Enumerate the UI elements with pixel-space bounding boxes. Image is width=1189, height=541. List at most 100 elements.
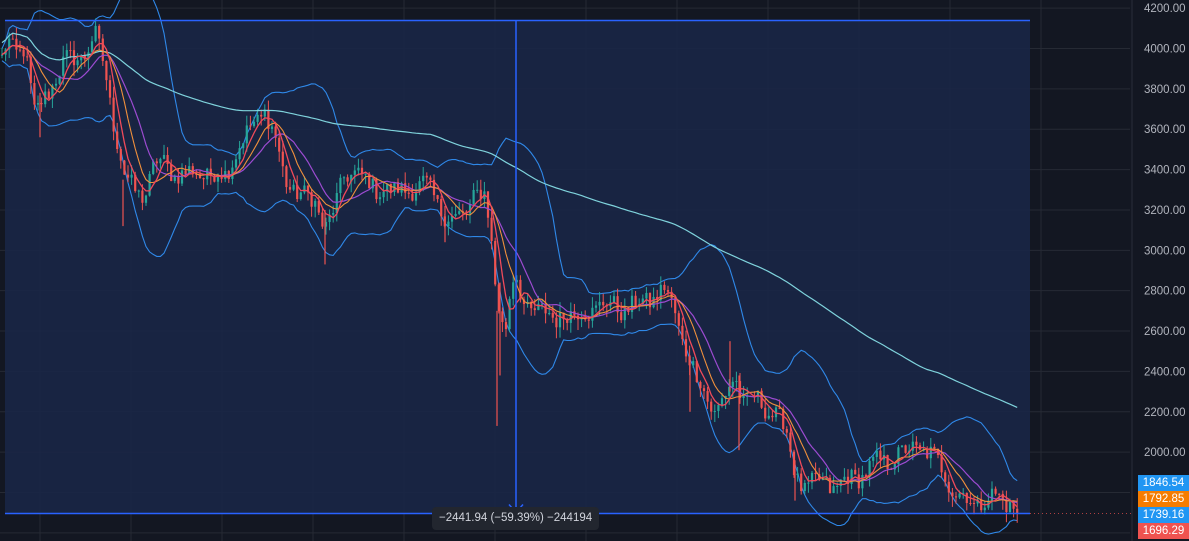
candle-body (807, 482, 810, 484)
candle-body (630, 295, 634, 313)
candle-body (278, 137, 281, 152)
candle-body (684, 339, 688, 357)
candle-body (929, 446, 932, 459)
candle-body (108, 80, 112, 98)
candle-body (339, 177, 342, 194)
candle-body (54, 83, 58, 86)
candle-body (400, 183, 403, 193)
candle-body (479, 189, 482, 200)
candle-body (850, 469, 853, 484)
candle-body (429, 177, 432, 180)
price-tag-last-price: 1696.29 (1138, 523, 1189, 540)
candle-body (1005, 499, 1008, 512)
candle-body (983, 507, 986, 511)
upper-band-line (1, 0, 1018, 482)
candle-body (306, 185, 310, 193)
candle-body (504, 322, 508, 330)
y-tick-label: 3800.00 (1144, 84, 1186, 96)
candle-body (116, 131, 119, 150)
candle-body (497, 284, 500, 312)
candle-body (242, 143, 245, 149)
candle-body (8, 38, 11, 50)
candle-body (418, 181, 421, 192)
candle-body (87, 52, 90, 60)
candle-body (569, 311, 572, 323)
y-tick-label: 3400.00 (1144, 165, 1186, 177)
candle-body (530, 302, 533, 309)
candle-body (407, 192, 410, 194)
candle-body (839, 479, 842, 486)
candle-body (360, 167, 364, 174)
candle-body (62, 56, 65, 76)
candle-body (836, 485, 839, 487)
candle-body (872, 456, 875, 461)
price-axis[interactable]: 4200.00 4000.00 3800.00 3600.00 3400.00 3200.… (1144, 3, 1186, 540)
candle-body (332, 212, 335, 215)
candle-body (130, 174, 133, 178)
candle-body (256, 114, 259, 122)
candle-body (674, 298, 677, 314)
candle-body (677, 313, 680, 326)
candle-body (65, 50, 68, 57)
candle-body (857, 474, 860, 489)
candle-body (213, 175, 216, 182)
candle-body (202, 178, 205, 180)
candle-body (436, 195, 439, 200)
candle-body (191, 166, 194, 175)
candle-body (220, 176, 223, 179)
candle-body (105, 61, 108, 81)
candle-body (760, 390, 763, 408)
candle-body (796, 473, 799, 476)
candle-body (764, 407, 767, 419)
candle-body (389, 183, 392, 192)
candle-body (972, 502, 976, 504)
candle-body (594, 305, 598, 308)
candle-body (40, 103, 43, 105)
candle-body (810, 472, 814, 483)
candle-body (771, 415, 774, 418)
candle-body (346, 177, 349, 182)
candle-body (296, 184, 299, 200)
candle-body (328, 214, 331, 223)
candle-body (900, 445, 904, 448)
candle-body (990, 488, 994, 501)
candle-body (832, 486, 835, 494)
candle-body (774, 407, 778, 418)
y-tick-label: 3200.00 (1144, 205, 1186, 217)
candle-body (472, 189, 475, 204)
candle-body (915, 441, 918, 446)
candle-body (843, 476, 846, 480)
candle-body (29, 56, 32, 84)
candle-body (245, 125, 248, 144)
candle-body (26, 56, 29, 58)
candle-body (422, 175, 425, 182)
candle-body (792, 451, 796, 476)
candle-body (0, 54, 4, 56)
candle-body (396, 182, 400, 193)
candle-body (864, 475, 868, 478)
candle-body (947, 481, 950, 493)
candle-body (51, 85, 54, 99)
price-tag-lower-band: 1739.16 (1138, 507, 1189, 524)
candle-body (314, 200, 317, 207)
candle-body (353, 170, 356, 175)
candle-body (566, 319, 569, 323)
candle-body (198, 174, 202, 179)
candle-body (152, 161, 155, 175)
moving-averages (1, 32, 1018, 508)
candle-body (80, 55, 83, 61)
y-tick-label: 4200.00 (1144, 3, 1186, 15)
candle-body (756, 390, 760, 397)
long-moving-average (1, 32, 1018, 408)
candle-body (335, 193, 338, 213)
candle-body (641, 298, 644, 305)
candle-body (767, 415, 770, 419)
candle-body (735, 381, 738, 383)
candle-body (659, 284, 662, 301)
candle-body (634, 295, 637, 307)
candle-body (782, 408, 785, 430)
candle-body (166, 155, 169, 165)
candle-body (828, 477, 832, 494)
